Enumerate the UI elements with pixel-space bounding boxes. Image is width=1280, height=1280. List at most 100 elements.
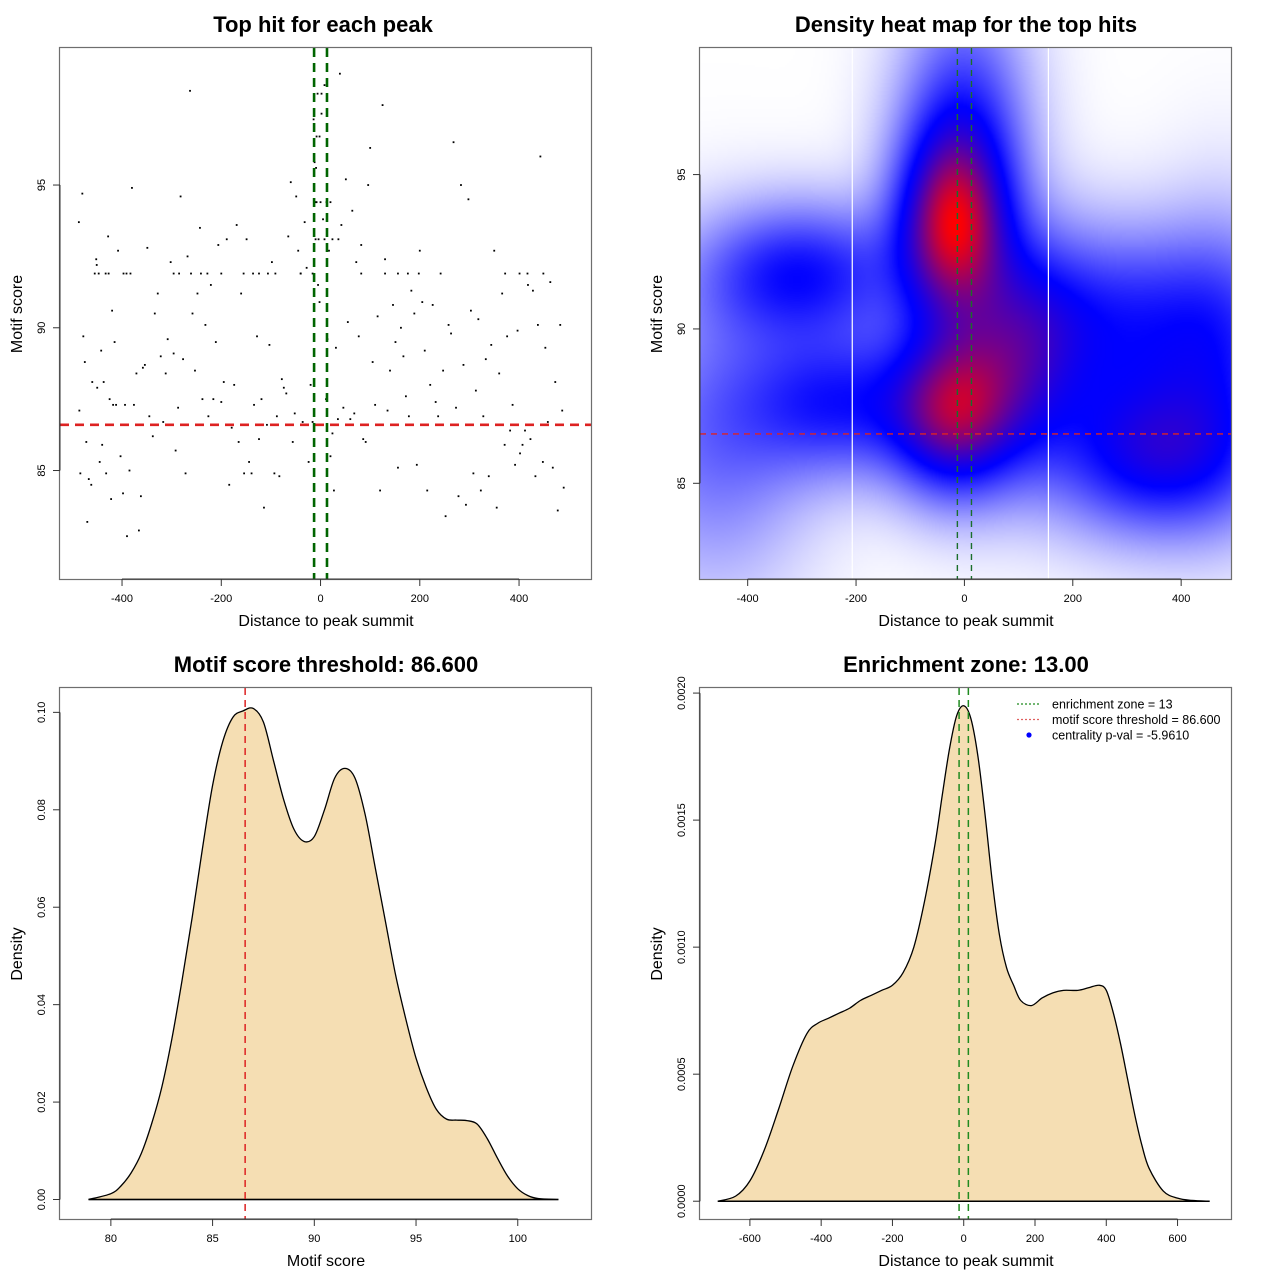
- scatter-point: [289, 181, 292, 184]
- scatter-point: [299, 272, 302, 275]
- scatter-point: [258, 272, 260, 275]
- scatter-point: [263, 506, 265, 509]
- x-tick-label: 90: [308, 1233, 320, 1245]
- scatter-point: [179, 195, 182, 198]
- scatter-point: [413, 312, 416, 315]
- x-tick-label: -600: [739, 1233, 761, 1245]
- scatter-point: [135, 372, 138, 375]
- y-tick-label: 0.0005: [676, 1057, 688, 1091]
- scatter-point: [242, 272, 245, 275]
- scatter-point: [235, 224, 238, 226]
- scatter-point: [111, 309, 114, 312]
- scatter-point: [139, 495, 142, 498]
- scatter-point: [271, 261, 273, 264]
- scatter-point: [86, 521, 89, 523]
- scatter-point: [125, 272, 128, 275]
- y-axis: 0.0000 0.0005 0.0010 0.0015 0.0020: [676, 676, 701, 1218]
- scatter-point: [85, 441, 88, 443]
- scatter-point: [172, 272, 175, 275]
- scatter-point: [447, 324, 450, 326]
- scatter-point: [333, 489, 335, 492]
- scatter-point: [199, 226, 201, 229]
- scatter-point: [248, 461, 250, 463]
- scatter-point: [534, 475, 537, 478]
- scatter-point: [338, 72, 341, 75]
- scatter-point: [143, 363, 146, 366]
- scatter-point: [204, 324, 207, 326]
- scatter-point: [207, 415, 210, 418]
- scatter-point: [82, 335, 85, 338]
- scatter-point: [113, 341, 116, 343]
- scatter-point: [402, 355, 405, 358]
- x-tick-label: -200: [210, 593, 232, 605]
- scatter-point: [371, 361, 374, 363]
- y-tick-label: 0.06: [36, 897, 48, 918]
- scatter-point: [141, 366, 144, 369]
- scatter-point: [98, 461, 101, 463]
- scatter-point: [156, 292, 159, 295]
- x-tick-label: 200: [1064, 593, 1082, 605]
- scatter-point: [316, 92, 319, 95]
- scatter-point: [275, 415, 278, 418]
- x-axis: -600 -400 -200 0 200 400 600: [739, 1218, 1187, 1245]
- scatter-point: [314, 238, 317, 241]
- scatter-point: [465, 503, 467, 506]
- legend-entry: motif score threshold = 86.600: [1017, 713, 1221, 727]
- scatter-point: [97, 272, 100, 275]
- scatter-point: [124, 403, 126, 406]
- scatter-point: [126, 535, 128, 538]
- x-axis: -400 -200 0 200 400: [737, 578, 1190, 605]
- scatter-point: [151, 435, 154, 438]
- y-tick-label: 85: [36, 464, 48, 476]
- y-tick-label: 0.02: [36, 1091, 48, 1112]
- scatter-point: [519, 452, 521, 455]
- y-axis-label: Density: [9, 927, 26, 980]
- scatter-point: [189, 89, 191, 92]
- scatter-point: [487, 475, 490, 478]
- scatter-point: [164, 372, 167, 375]
- scatter-point: [542, 272, 545, 275]
- scatter-point: [95, 264, 98, 266]
- scatter-point: [230, 426, 233, 429]
- scatter-point: [521, 443, 524, 446]
- scatter-point: [100, 349, 103, 352]
- panel-top-hit-scatter: Top hit for each peak -400 -200 0 200 400 85…: [0, 0, 640, 640]
- scatter-point: [78, 409, 81, 412]
- x-axis-label: Distance to peak summit: [238, 613, 414, 630]
- y-axis-label: Motif score: [9, 275, 26, 353]
- scatter-point: [311, 272, 314, 275]
- x-tick-label: 0: [961, 593, 967, 605]
- x-axis-label: Distance to peak summit: [878, 613, 1054, 630]
- y-tick-label: 90: [676, 323, 688, 335]
- y-tick-label: 95: [36, 179, 48, 191]
- scatter-point: [417, 272, 420, 275]
- scatter-point: [429, 383, 432, 386]
- scatter-point: [274, 272, 277, 275]
- heatmap-chart: Density heat map for the top hits -400 -2…: [649, 12, 1233, 630]
- scatter-point: [349, 418, 352, 421]
- x-tick-label: 0: [317, 593, 323, 605]
- scatter-point: [196, 292, 199, 295]
- x-tick-label: 200: [1026, 1233, 1044, 1245]
- scatter-point: [222, 381, 225, 383]
- scatter-point: [214, 341, 217, 343]
- y-tick-label: 90: [36, 322, 48, 334]
- scatter-point: [344, 178, 347, 181]
- scatter-point: [96, 386, 99, 389]
- scatter-point: [484, 358, 487, 361]
- scatter-point: [376, 315, 379, 318]
- scatter-point: [384, 258, 386, 261]
- scatter-point: [253, 403, 255, 406]
- scatter-point: [482, 415, 485, 418]
- scatter-point: [178, 272, 181, 275]
- scatter-point: [437, 415, 440, 418]
- scatter-point: [117, 249, 119, 252]
- chart-title: Density heat map for the top hits: [795, 12, 1137, 37]
- scatter-point: [318, 135, 321, 138]
- x-tick-label: 400: [1097, 1233, 1115, 1245]
- scatter-point: [287, 235, 290, 238]
- scatter-point: [501, 292, 504, 295]
- y-axis: 0.00 0.02 0.04 0.06 0.08 0.10: [36, 702, 61, 1210]
- scatter-point: [439, 272, 442, 275]
- x-tick-label: 85: [206, 1233, 218, 1245]
